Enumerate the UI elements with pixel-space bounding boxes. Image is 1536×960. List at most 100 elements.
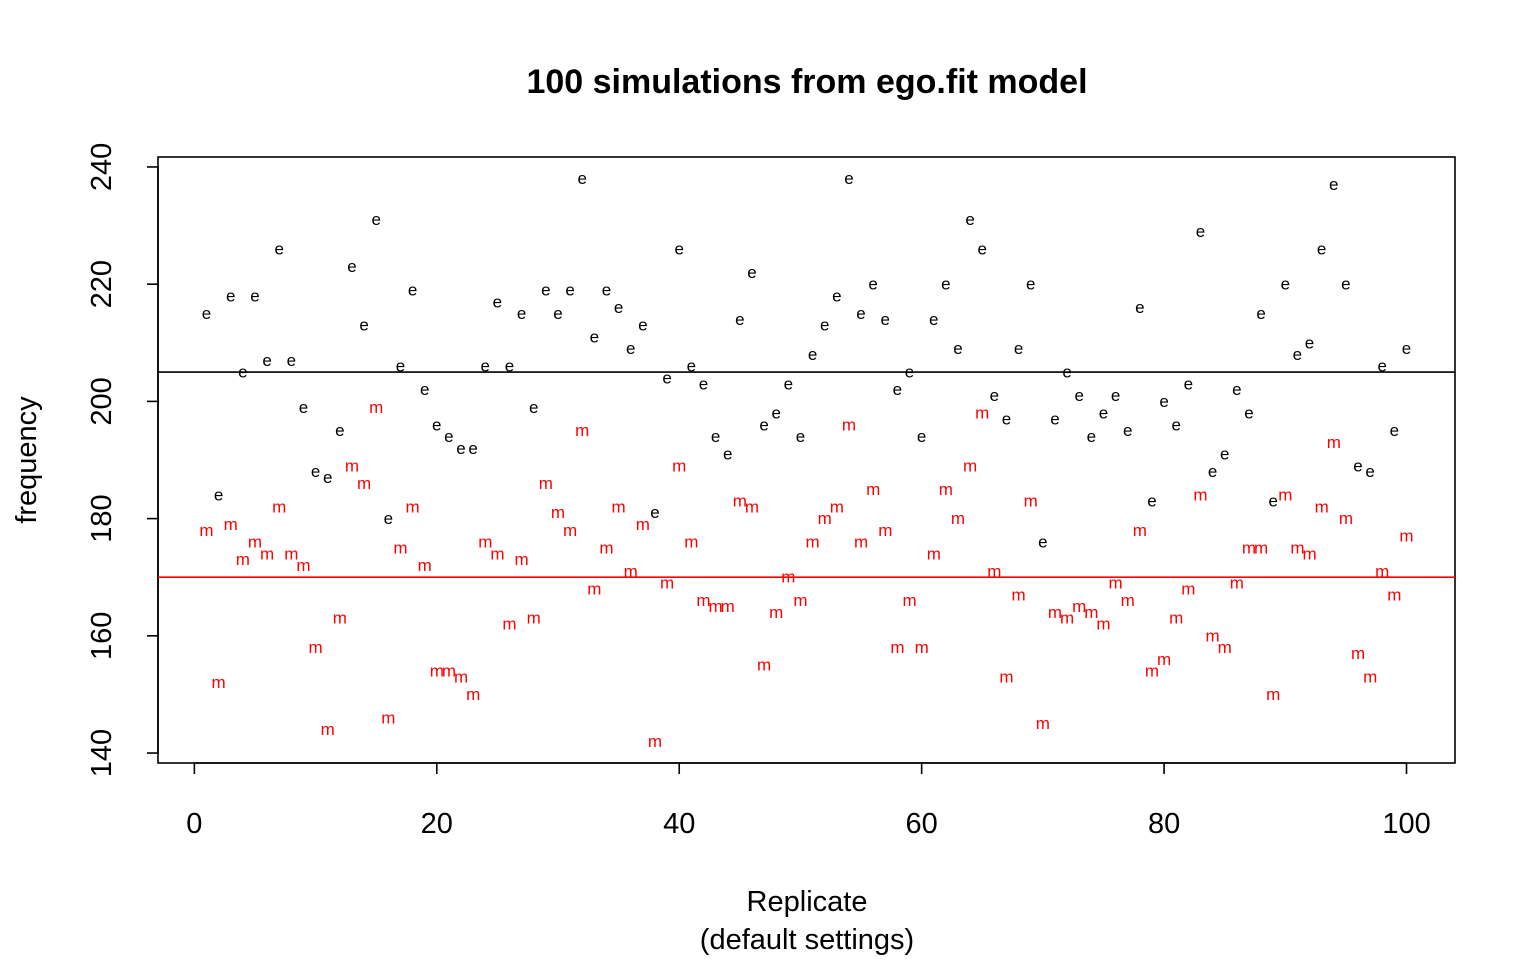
point-e: e: [784, 374, 793, 393]
x-axis-label: Replicate: [747, 886, 868, 918]
point-m: m: [599, 538, 613, 557]
point-m: m: [405, 497, 419, 516]
x-tick-label: 80: [1148, 808, 1180, 840]
point-m: m: [1145, 661, 1159, 680]
point-m: m: [333, 609, 347, 628]
point-e: e: [1026, 275, 1035, 294]
point-e: e: [590, 327, 599, 346]
point-e: e: [274, 240, 283, 259]
y-tick-label: 160: [86, 612, 118, 660]
point-e: e: [674, 240, 683, 259]
point-m: m: [1254, 538, 1268, 557]
point-m: m: [709, 597, 723, 616]
point-m: m: [490, 544, 504, 563]
point-e: e: [953, 339, 962, 358]
point-e: e: [1123, 421, 1132, 440]
point-e: e: [1208, 462, 1217, 481]
point-m: m: [733, 492, 747, 511]
point-m: m: [902, 591, 916, 610]
point-m: m: [1302, 544, 1316, 563]
point-m: m: [927, 544, 941, 563]
point-e: e: [1196, 222, 1205, 241]
point-e: e: [311, 462, 320, 481]
y-tick-label: 240: [86, 143, 118, 191]
point-e: e: [1402, 339, 1411, 358]
point-m: m: [915, 638, 929, 657]
point-m: m: [1205, 626, 1219, 645]
point-m: m: [1121, 591, 1135, 610]
point-e: e: [1050, 409, 1059, 428]
point-m: m: [1060, 609, 1074, 628]
point-e: e: [662, 368, 671, 387]
point-e: e: [990, 386, 999, 405]
point-m: m: [393, 538, 407, 557]
point-m: m: [502, 615, 516, 634]
x-tick-label: 60: [906, 808, 938, 840]
point-e: e: [626, 339, 635, 358]
point-e: e: [202, 304, 211, 323]
point-m: m: [199, 521, 213, 540]
point-e: e: [1147, 492, 1156, 511]
point-m: m: [612, 497, 626, 516]
point-m: m: [1399, 527, 1413, 546]
point-e: e: [396, 357, 405, 376]
point-e: e: [796, 427, 805, 446]
point-m: m: [212, 673, 226, 692]
point-m: m: [224, 515, 238, 534]
point-m: m: [757, 656, 771, 675]
point-e: e: [820, 316, 829, 335]
point-e: e: [444, 427, 453, 446]
point-e: e: [650, 503, 659, 522]
point-e: e: [214, 486, 223, 505]
point-e: e: [517, 304, 526, 323]
point-e: e: [711, 427, 720, 446]
point-e: e: [1135, 298, 1144, 317]
y-tick-label: 180: [86, 494, 118, 542]
point-m: m: [1375, 562, 1389, 581]
point-e: e: [747, 263, 756, 282]
point-e: e: [844, 169, 853, 188]
point-m: m: [636, 515, 650, 534]
point-e: e: [965, 210, 974, 229]
point-m: m: [1072, 597, 1086, 616]
point-e: e: [468, 439, 477, 458]
point-m: m: [1012, 585, 1026, 604]
point-e: e: [614, 298, 623, 317]
point-e: e: [1074, 386, 1083, 405]
point-m: m: [793, 591, 807, 610]
point-m: m: [745, 497, 759, 516]
point-m: m: [1363, 667, 1377, 686]
point-m: m: [369, 398, 383, 417]
point-m: m: [878, 521, 892, 540]
point-m: m: [769, 603, 783, 622]
point-e: e: [1099, 404, 1108, 423]
point-e: e: [1256, 304, 1265, 323]
point-e: e: [541, 281, 550, 300]
point-e: e: [359, 316, 368, 335]
point-m: m: [1181, 579, 1195, 598]
point-e: e: [505, 357, 514, 376]
point-m: m: [660, 574, 674, 593]
data-points: e e e e e e e e e e e e e e e e e e e e e e e e e e e e e e e e e e e e e e e e…: [199, 169, 1413, 751]
point-e: e: [687, 357, 696, 376]
point-m: m: [1315, 497, 1329, 516]
point-e: e: [1244, 404, 1253, 423]
point-e: e: [978, 240, 987, 259]
point-e: e: [771, 404, 780, 423]
point-e: e: [929, 310, 938, 329]
y-axis: 140 160 180 200 220 240: [86, 143, 159, 777]
x-tick-label: 0: [186, 808, 202, 840]
point-e: e: [602, 281, 611, 300]
point-m: m: [272, 497, 286, 516]
point-m: m: [1387, 585, 1401, 604]
point-e: e: [759, 415, 768, 434]
point-m: m: [527, 609, 541, 628]
point-m: m: [1327, 433, 1341, 452]
point-m: m: [381, 708, 395, 727]
point-m: m: [1036, 714, 1050, 733]
point-e: e: [481, 357, 490, 376]
point-e: e: [1268, 492, 1277, 511]
point-m: m: [284, 544, 298, 563]
point-e: e: [1159, 392, 1168, 411]
point-m: m: [818, 509, 832, 528]
